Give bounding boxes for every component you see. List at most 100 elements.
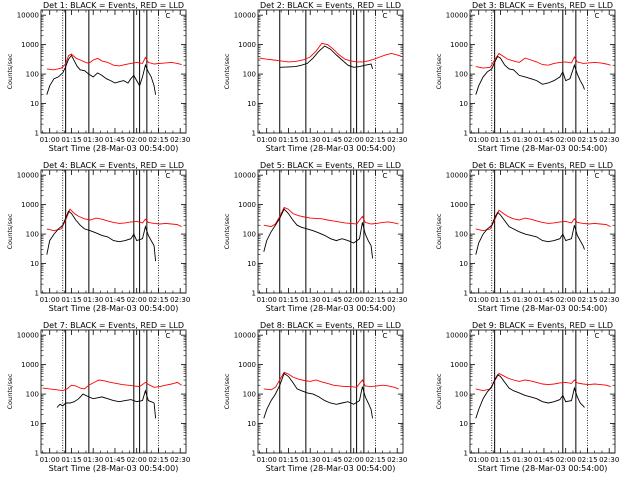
y-tick-label: 10	[459, 420, 468, 428]
detector-panel: Det 4: BLACK = Events, RED = LLD 1 10 100 10…	[6, 161, 190, 313]
x-tick-label: 02:30	[387, 296, 407, 304]
corner-mark: C	[166, 172, 171, 180]
lld-series-line	[259, 42, 402, 63]
y-tick-label: 100	[455, 391, 468, 399]
x-axis-label: Start Time (28-Mar-03 00:54:00)	[266, 144, 396, 153]
x-tick-label: 01:15	[278, 296, 298, 304]
detector-panel: Det 6: BLACK = Events, RED = LLD 1 10 100 10…	[435, 161, 619, 313]
x-tick-label: 02:00	[556, 456, 576, 464]
detector-panel: Det 8: BLACK = Events, RED = LLD 1 10 100 10…	[223, 321, 407, 473]
plot-frame	[257, 9, 404, 134]
x-tick-label: 02:15	[577, 136, 597, 144]
y-tick-label: 1	[252, 130, 256, 138]
x-tick-label: 01:15	[278, 136, 298, 144]
y-tick-label: 10	[30, 420, 39, 428]
x-tick-label: 02:00	[344, 136, 364, 144]
x-tick-label: 01:00	[469, 296, 489, 304]
y-tick-label: 10	[459, 100, 468, 108]
x-tick-label: 02:00	[344, 456, 364, 464]
y-tick-label: 1000	[450, 41, 468, 49]
y-tick-label: 100	[243, 71, 256, 79]
panel-title: Det 6: BLACK = Events, RED = LLD	[472, 161, 613, 170]
y-tick-label: 100	[26, 71, 39, 79]
x-tick-label: 02:15	[148, 456, 168, 464]
y-tick-label: 10000	[17, 12, 39, 20]
y-axis-label: Counts/sec	[435, 213, 443, 249]
x-axis-label: Start Time (28-Mar-03 00:54:00)	[266, 464, 396, 473]
x-tick-label: 02:30	[387, 456, 407, 464]
x-tick-label: 02:30	[387, 136, 407, 144]
y-axis-label: Counts/sec	[6, 53, 14, 89]
panel-title: Det 2: BLACK = Events, RED = LLD	[260, 1, 401, 10]
x-tick-label: 01:30	[300, 136, 320, 144]
detector-panel: Det 2: BLACK = Events, RED = LLD 1 10 100 10…	[223, 1, 407, 153]
y-tick-label: 1	[35, 130, 39, 138]
x-tick-label: 02:15	[365, 296, 385, 304]
lld-series-line	[42, 379, 182, 392]
x-tick-label: 02:30	[170, 456, 190, 464]
corner-mark: C	[595, 172, 600, 180]
x-tick-label: 01:45	[322, 136, 342, 144]
x-tick-label: 02:00	[127, 136, 147, 144]
plot-frame	[257, 329, 404, 454]
x-tick-label: 01:15	[61, 456, 81, 464]
y-tick-label: 10	[247, 100, 256, 108]
y-tick-label: 10000	[234, 172, 256, 180]
lld-series-line	[475, 209, 611, 232]
x-tick-label: 02:00	[127, 296, 147, 304]
panel-title: Det 7: BLACK = Events, RED = LLD	[43, 321, 184, 330]
x-tick-label: 02:30	[599, 136, 619, 144]
events-series-line	[56, 389, 157, 419]
y-axis-label: Counts/sec	[6, 213, 14, 249]
corner-mark: C	[595, 332, 600, 340]
x-tick-label: 01:45	[322, 456, 342, 464]
y-tick-label: 1000	[238, 41, 256, 49]
panel-title: Det 3: BLACK = Events, RED = LLD	[472, 1, 613, 10]
x-tick-label: 01:00	[469, 136, 489, 144]
corner-mark: C	[383, 12, 388, 20]
y-tick-label: 100	[243, 231, 256, 239]
x-tick-label: 02:30	[170, 296, 190, 304]
y-axis-label: Counts/sec	[6, 373, 14, 409]
corner-mark: C	[383, 332, 388, 340]
y-tick-label: 10000	[446, 332, 468, 340]
x-tick-label: 02:15	[577, 456, 597, 464]
corner-mark: C	[166, 12, 171, 20]
x-tick-label: 01:30	[512, 296, 532, 304]
events-series-line	[475, 55, 585, 95]
x-axis-label: Start Time (28-Mar-03 00:54:00)	[49, 464, 179, 473]
lld-series-line	[263, 206, 399, 228]
x-tick-label: 01:15	[490, 456, 510, 464]
x-tick-label: 01:45	[105, 296, 125, 304]
x-tick-label: 01:30	[300, 296, 320, 304]
x-tick-label: 01:00	[257, 456, 277, 464]
x-tick-label: 02:00	[344, 296, 364, 304]
y-tick-label: 1000	[21, 201, 39, 209]
events-series-line	[46, 210, 157, 262]
x-tick-label: 01:00	[40, 296, 60, 304]
panel-title: Det 9: BLACK = Events, RED = LLD	[472, 321, 613, 330]
x-tick-label: 02:00	[556, 296, 576, 304]
x-tick-label: 01:45	[534, 296, 554, 304]
panel-title: Det 4: BLACK = Events, RED = LLD	[43, 161, 184, 170]
x-tick-label: 01:30	[300, 456, 320, 464]
corner-mark: C	[383, 172, 388, 180]
y-tick-label: 10	[30, 100, 39, 108]
x-tick-label: 01:15	[278, 456, 298, 464]
events-series-line	[263, 372, 374, 419]
plot-frame	[469, 169, 616, 294]
x-tick-label: 02:15	[365, 456, 385, 464]
x-tick-label: 01:30	[83, 456, 103, 464]
y-tick-label: 1	[464, 130, 468, 138]
x-tick-label: 01:45	[322, 296, 342, 304]
corner-mark: C	[166, 332, 171, 340]
y-tick-label: 1	[252, 450, 256, 458]
x-tick-label: 01:00	[469, 456, 489, 464]
x-tick-label: 01:15	[490, 296, 510, 304]
lld-series-line	[475, 372, 611, 392]
lld-series-line	[46, 208, 182, 232]
x-tick-label: 01:45	[534, 456, 554, 464]
x-tick-label: 02:30	[599, 456, 619, 464]
